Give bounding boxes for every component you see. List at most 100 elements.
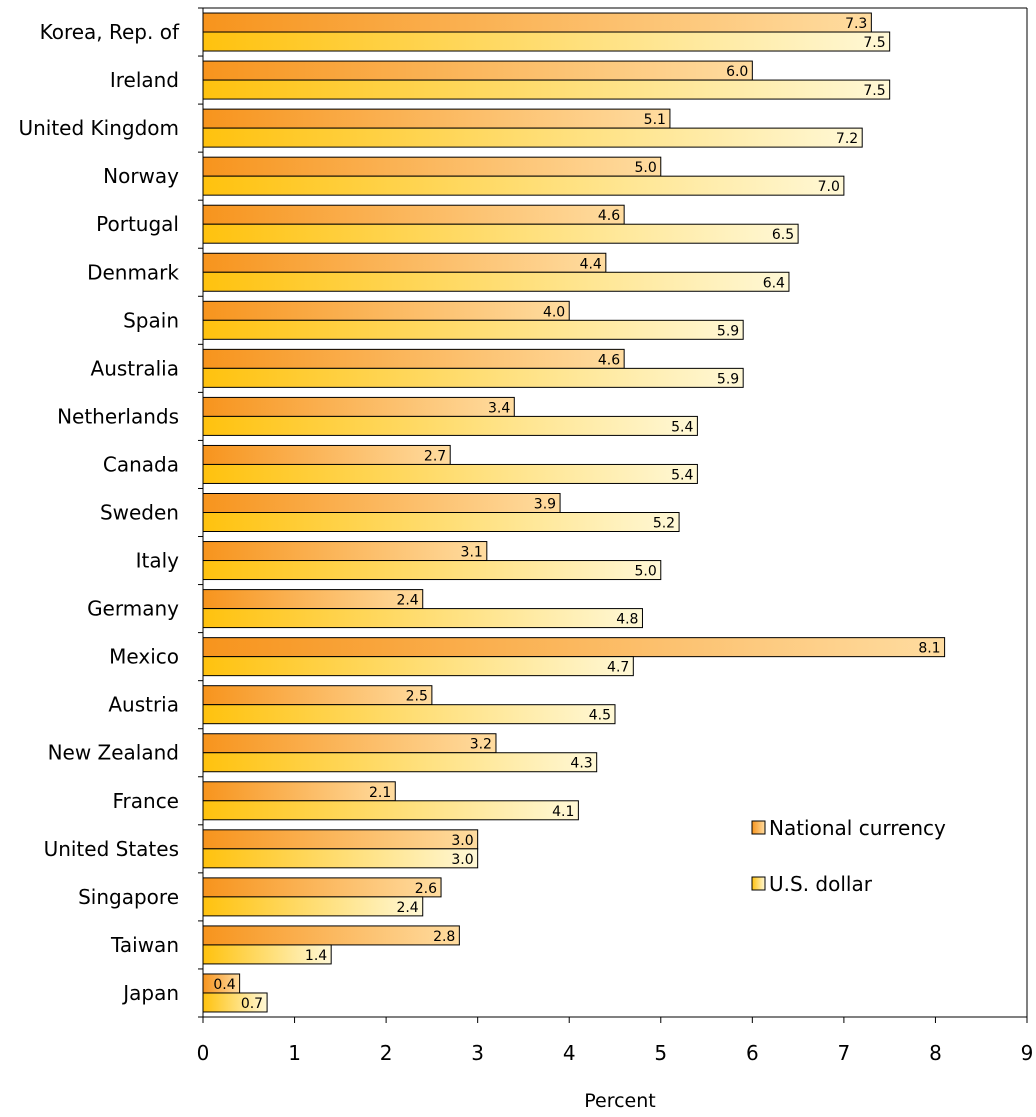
data-label-us-dollar: 2.4 xyxy=(396,900,418,916)
bar-national-currency xyxy=(202,108,671,129)
category-label: Mexico xyxy=(109,645,179,669)
bar-us-dollar xyxy=(202,319,744,340)
bar-us-dollar xyxy=(202,79,891,100)
x-tick-label: 1 xyxy=(288,1041,301,1065)
bar-us-dollar xyxy=(202,848,479,869)
data-label-us-dollar: 7.5 xyxy=(863,83,885,99)
data-label-national-currency: 0.4 xyxy=(213,977,235,993)
data-label-national-currency: 3.0 xyxy=(451,833,473,849)
category-label: Norway xyxy=(103,164,179,188)
category-label: Australia xyxy=(91,356,179,380)
category-label: Singapore xyxy=(78,885,179,909)
data-label-national-currency: 3.1 xyxy=(461,545,483,561)
category-label: Ireland xyxy=(110,68,179,92)
data-label-us-dollar: 4.1 xyxy=(552,804,574,820)
legend: National currency U.S. dollar xyxy=(751,816,946,896)
data-label-national-currency: 5.1 xyxy=(644,112,666,128)
legend-swatch-national-currency xyxy=(751,820,766,835)
x-tick-label: 0 xyxy=(197,1041,210,1065)
data-label-national-currency: 2.6 xyxy=(415,881,437,897)
category-label: Italy xyxy=(136,549,180,573)
bar-us-dollar xyxy=(202,704,616,725)
data-label-us-dollar: 0.7 xyxy=(241,996,263,1012)
bar-national-currency xyxy=(202,925,460,946)
category-label: Canada xyxy=(103,452,179,476)
bar-national-currency xyxy=(202,348,625,369)
data-label-us-dollar: 5.2 xyxy=(653,516,675,532)
data-label-national-currency: 3.9 xyxy=(534,497,556,513)
category-label: Austria xyxy=(108,693,179,717)
category-label: United States xyxy=(44,837,179,861)
data-label-national-currency: 4.4 xyxy=(580,256,602,272)
bar-us-dollar xyxy=(202,271,790,292)
category-label: Spain xyxy=(123,308,179,332)
bar-us-dollar xyxy=(202,367,744,388)
data-label-us-dollar: 7.2 xyxy=(836,131,858,147)
data-label-us-dollar: 5.4 xyxy=(671,419,693,435)
data-label-national-currency: 2.7 xyxy=(424,448,446,464)
x-tick-label: 4 xyxy=(563,1041,576,1065)
bar-national-currency xyxy=(202,493,561,513)
legend-label-us-dollar: U.S. dollar xyxy=(769,872,873,896)
data-label-us-dollar: 5.9 xyxy=(717,323,739,339)
data-label-us-dollar: 4.8 xyxy=(616,612,638,628)
bar-us-dollar xyxy=(202,992,268,1013)
bar-national-currency xyxy=(202,204,625,225)
category-label: New Zealand xyxy=(48,741,179,765)
data-label-national-currency: 4.6 xyxy=(598,208,620,224)
bar-national-currency xyxy=(202,637,946,658)
data-label-us-dollar: 6.5 xyxy=(772,227,794,243)
bar-us-dollar xyxy=(202,512,680,532)
bar-national-currency xyxy=(202,12,872,33)
bar-us-dollar xyxy=(202,560,662,581)
data-label-national-currency: 3.2 xyxy=(470,737,492,753)
data-label-us-dollar: 5.4 xyxy=(671,467,693,483)
data-label-us-dollar: 4.3 xyxy=(570,756,592,772)
bar-us-dollar xyxy=(202,463,698,484)
bar-us-dollar xyxy=(202,223,799,244)
category-label: France xyxy=(112,789,179,813)
data-label-national-currency: 6.0 xyxy=(726,64,748,80)
data-label-us-dollar: 6.4 xyxy=(763,275,785,291)
legend-swatch-us-dollar xyxy=(751,876,766,891)
bar-national-currency xyxy=(202,300,570,321)
bar-national-currency xyxy=(202,877,442,898)
data-label-national-currency: 7.3 xyxy=(845,16,867,32)
category-label: Sweden xyxy=(100,501,179,525)
data-label-us-dollar: 5.9 xyxy=(717,371,739,387)
data-label-us-dollar: 3.0 xyxy=(451,852,473,868)
bar-national-currency xyxy=(202,252,607,273)
category-label: United Kingdom xyxy=(18,116,179,140)
x-tick-label: 2 xyxy=(380,1041,393,1065)
data-label-national-currency: 2.5 xyxy=(406,689,428,705)
bar-national-currency xyxy=(202,444,451,465)
data-label-national-currency: 8.1 xyxy=(918,641,940,657)
bar-us-dollar xyxy=(202,896,424,917)
bar-us-dollar xyxy=(202,175,845,196)
bar-us-dollar xyxy=(202,800,579,821)
bar-us-dollar xyxy=(202,944,332,965)
data-label-us-dollar: 4.7 xyxy=(607,660,629,676)
x-tick-label: 3 xyxy=(471,1041,484,1065)
bar-national-currency xyxy=(202,541,488,562)
category-label: Netherlands xyxy=(57,404,179,428)
bar-us-dollar xyxy=(202,31,891,52)
bar-us-dollar xyxy=(202,752,598,773)
bar-national-currency xyxy=(202,781,396,802)
data-label-national-currency: 5.0 xyxy=(635,160,657,176)
bar-national-currency xyxy=(202,829,479,850)
category-label: Japan xyxy=(121,981,179,1005)
legend-label-national-currency: National currency xyxy=(769,816,946,840)
bar-national-currency xyxy=(202,60,753,81)
category-label: Portugal xyxy=(96,212,179,236)
data-label-us-dollar: 1.4 xyxy=(305,948,327,964)
category-label: Denmark xyxy=(87,260,179,284)
data-label-national-currency: 2.4 xyxy=(396,593,418,609)
bar-us-dollar xyxy=(202,608,643,629)
data-label-us-dollar: 7.0 xyxy=(818,179,840,195)
data-label-national-currency: 4.0 xyxy=(543,304,565,320)
data-label-us-dollar: 5.0 xyxy=(635,564,657,580)
plot-area: 0 1 2 3 4 5 6 7 8 9 Korea, Rep. of 7.3 7.5 Ireland 6.0… xyxy=(18,7,1033,1065)
data-label-national-currency: 3.4 xyxy=(488,400,510,416)
